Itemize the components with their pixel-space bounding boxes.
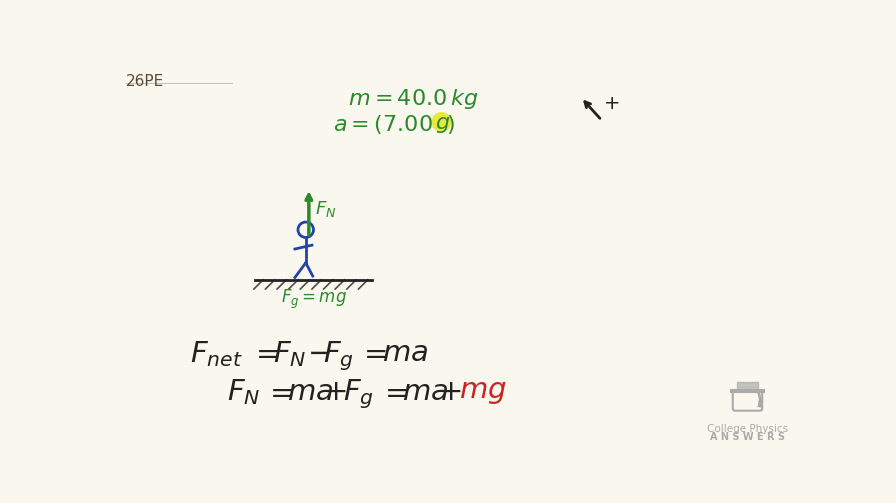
Text: $ma$: $ma$ (401, 378, 448, 405)
Ellipse shape (432, 113, 451, 131)
FancyBboxPatch shape (733, 391, 762, 411)
Text: $+$: $+$ (323, 378, 346, 405)
Text: $F_N$: $F_N$ (273, 339, 306, 369)
Text: $ma$: $ma$ (382, 339, 428, 367)
Polygon shape (737, 382, 758, 391)
Text: College Physics: College Physics (707, 424, 788, 434)
Text: $+$: $+$ (603, 94, 620, 113)
Text: A N S W E R S: A N S W E R S (710, 432, 785, 442)
Text: $ma$: $ma$ (287, 378, 333, 405)
Text: $)$: $)$ (446, 113, 455, 136)
Text: $F_g$: $F_g$ (343, 378, 374, 411)
Text: $F_{net}$: $F_{net}$ (189, 339, 242, 369)
Text: $F_N$: $F_N$ (315, 199, 337, 219)
Text: $=$: $=$ (358, 339, 387, 367)
Text: $m = 40.0\,kg$: $m = 40.0\,kg$ (349, 88, 478, 111)
Text: 26PE: 26PE (126, 74, 164, 89)
Text: $=$: $=$ (250, 339, 279, 367)
Text: $g$: $g$ (435, 113, 451, 135)
Text: $-$: $-$ (307, 339, 331, 367)
Text: $=$: $=$ (264, 378, 293, 405)
Text: $=$: $=$ (379, 378, 408, 405)
Text: $F_N$: $F_N$ (227, 378, 260, 407)
Text: $+$: $+$ (437, 378, 461, 405)
Text: $a = (7.00$: $a = (7.00$ (333, 113, 433, 136)
Text: $F_g = mg$: $F_g = mg$ (281, 288, 347, 311)
Text: $mg$: $mg$ (459, 378, 507, 405)
Text: $F_g$: $F_g$ (323, 339, 354, 373)
